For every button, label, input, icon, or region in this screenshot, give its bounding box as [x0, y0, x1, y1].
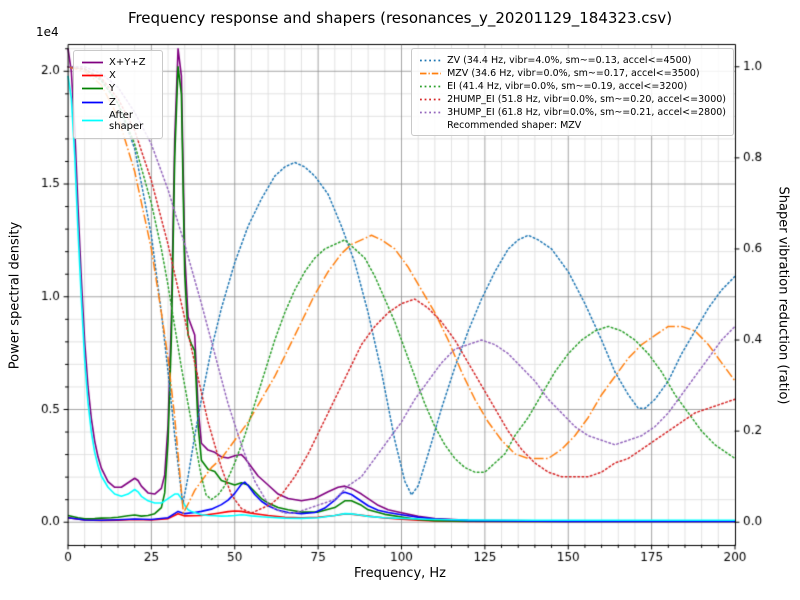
legend-line-sample [82, 88, 103, 90]
legend-line-sample [82, 101, 103, 104]
legend-psd: X+Y+Z X Y Z After shaper [73, 50, 163, 140]
legend-line-sample [82, 74, 103, 77]
legend-line-sample [420, 72, 442, 75]
legend-item: Y [81, 83, 155, 94]
legend-item: X+Y+Z [81, 57, 155, 68]
legend-item-label: MZV (34.6 Hz, vibr=0.0%, sm~=0.17, accel… [447, 68, 700, 79]
legend-item: 3HUMP_EI (61.8 Hz, vibr=0.0%, sm~=0.21, … [419, 107, 726, 118]
legend-item-label: Z [109, 96, 116, 108]
x-axis-label: Frequency, Hz [353, 566, 447, 581]
legend-line-sample [420, 85, 442, 88]
legend-item-label: X [109, 70, 116, 82]
legend-item-label: After shaper [109, 109, 144, 132]
y-axis-offset-text: 1e4 [36, 25, 59, 39]
legend-item: 2HUMP_EI (51.8 Hz, vibr=0.0%, sm~=0.20, … [419, 94, 726, 105]
legend-item: X [81, 70, 155, 81]
legend-item: After shaper [81, 110, 155, 132]
legend-line-sample [82, 120, 103, 122]
legend-item-label: 3HUMP_EI (61.8 Hz, vibr=0.0%, sm~=0.21, … [447, 107, 726, 118]
y-axis-label-left: Power spectral density [7, 221, 23, 370]
legend-item: MZV (34.6 Hz, vibr=0.0%, sm~=0.17, accel… [419, 68, 726, 79]
legend-line-sample [420, 59, 442, 62]
legend-item: Z [81, 97, 155, 108]
legend-item-label: Y [109, 83, 116, 95]
legend-item-label: X+Y+Z [109, 57, 146, 68]
recommended-shaper-note: Recommended shaper: MZV [447, 120, 582, 131]
legend-line-sample [420, 111, 442, 114]
legend-shapers: ZV (34.4 Hz, vibr=4.0%, sm~=0.13, accel<… [411, 48, 734, 136]
legend-item-label: ZV (34.4 Hz, vibr=4.0%, sm~=0.13, accel<… [447, 55, 692, 66]
legend-line-sample [420, 98, 442, 101]
chart-title: Frequency response and shapers (resonanc… [127, 9, 673, 27]
legend-line-sample [82, 61, 103, 64]
legend-item: ZV (34.4 Hz, vibr=4.0%, sm~=0.13, accel<… [419, 55, 726, 66]
legend-item: EI (41.4 Hz, vibr=0.0%, sm~=0.19, accel<… [419, 81, 726, 92]
legend-item-label: EI (41.4 Hz, vibr=0.0%, sm~=0.19, accel<… [447, 81, 688, 92]
y-axis-label-right: Shaper vibration reduction (ratio) [775, 186, 791, 405]
legend-item-label: 2HUMP_EI (51.8 Hz, vibr=0.0%, sm~=0.20, … [447, 94, 726, 105]
